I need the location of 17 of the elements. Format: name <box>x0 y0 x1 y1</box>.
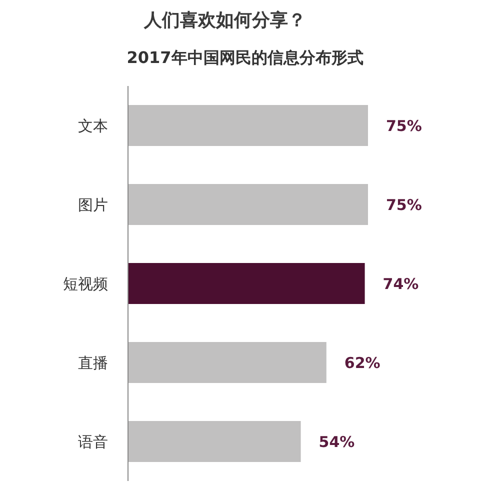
data-label: 62% <box>344 354 380 372</box>
y-tick-label: 文本 <box>78 116 108 135</box>
bar <box>128 262 365 304</box>
data-label: 54% <box>318 432 355 451</box>
data-label: 74% <box>382 274 419 293</box>
y-tick-label: 短视频 <box>63 274 108 293</box>
chart-title: 人们喜欢如何分享？ <box>142 9 307 32</box>
y-tick-label: 语音 <box>78 432 108 451</box>
chart-subtitle: 2017年中国网民的信息分布形式 <box>126 48 364 69</box>
data-label: 75% <box>386 196 422 214</box>
bar <box>128 184 368 225</box>
bar <box>128 104 368 146</box>
data-label: 75% <box>386 116 422 135</box>
bar <box>128 420 301 462</box>
y-tick-label: 直播 <box>78 354 108 372</box>
y-tick-label: 图片 <box>78 196 108 214</box>
bar <box>128 342 326 383</box>
